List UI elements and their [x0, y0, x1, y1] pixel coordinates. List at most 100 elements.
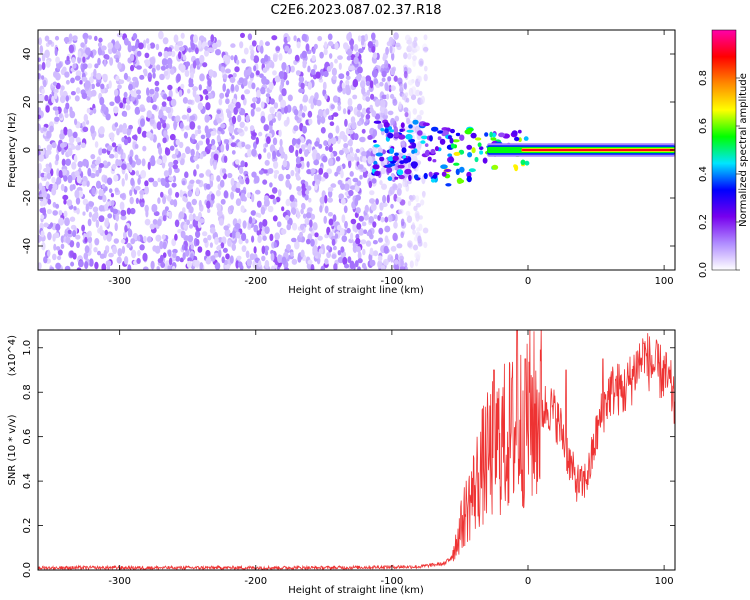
spectrogram-noise-blob: [121, 245, 126, 254]
spectrogram-signal-blob: [455, 168, 460, 175]
spectrogram-noise-blob: [251, 82, 256, 90]
spectrogram-noise-blob: [364, 204, 369, 213]
spectrogram-x-tick-label: 100: [655, 276, 674, 287]
spectrogram-noise-blob: [252, 102, 256, 110]
spectrogram-noise-blob: [295, 156, 301, 165]
spectrogram-noise-blob: [72, 252, 77, 260]
spectrogram-noise-blob: [297, 190, 304, 196]
spectrogram-noise-blob: [167, 188, 172, 196]
spectrogram-signal-blob: [430, 178, 436, 183]
spectrogram-noise-blob: [344, 118, 348, 127]
spectrogram-noise-blob: [253, 175, 260, 184]
spectrogram-noise-blob: [162, 241, 167, 250]
spectrogram-noise-blob: [173, 159, 179, 165]
spectrogram-noise-blob: [141, 130, 148, 138]
spectrogram-noise-blob: [365, 240, 372, 247]
snr-x-tick-label: 0: [525, 576, 531, 587]
spectrogram-noise-blob: [413, 36, 418, 42]
spectrogram-noise-blob: [401, 140, 406, 149]
spectrogram-noise-blob: [94, 160, 101, 166]
spectrogram-noise-blob: [249, 253, 255, 261]
spectrogram-signal-blob: [449, 156, 454, 163]
spectrogram-noise-blob: [298, 109, 303, 118]
spectrogram-noise-blob: [240, 141, 246, 148]
spectrogram-noise-blob: [152, 72, 156, 79]
spectrogram-noise-blob: [137, 249, 141, 257]
spectrogram-noise-blob: [374, 98, 381, 107]
spectrogram-noise-blob: [239, 121, 245, 128]
spectrogram-noise-blob: [284, 105, 288, 114]
spectrogram-noise-blob: [173, 199, 178, 208]
spectrogram-noise-blob: [326, 168, 333, 175]
spectrogram-noise-blob: [169, 133, 176, 141]
spectrogram-noise-blob: [245, 114, 250, 123]
spectrogram-noise-blob: [299, 103, 304, 112]
spectrogram-noise-blob: [285, 80, 290, 86]
spectrogram-noise-blob: [418, 223, 423, 231]
spectrogram-noise-blob: [301, 202, 306, 210]
spectrogram-noise-blob: [51, 176, 56, 184]
spectrogram-noise-blob: [160, 178, 167, 187]
spectrogram-signal-blob: [399, 160, 405, 165]
spectrogram-noise-blob: [269, 182, 273, 188]
spectrogram-noise-blob: [302, 125, 307, 134]
spectrogram-noise-blob: [178, 141, 184, 149]
spectrogram-noise-blob: [318, 143, 323, 149]
spectrogram-noise-blob: [183, 131, 188, 139]
spectrogram-noise-blob: [256, 89, 261, 98]
spectrogram-signal-blob: [389, 129, 395, 133]
spectrogram-noise-blob: [182, 252, 186, 260]
spectrogram-noise-blob: [108, 153, 115, 159]
spectrogram-noise-blob: [274, 75, 281, 83]
spectrogram-noise-blob: [313, 43, 318, 50]
spectrogram-noise-blob: [301, 33, 307, 42]
spectrogram-noise-blob: [199, 73, 205, 82]
spectrogram-noise-blob: [375, 83, 381, 88]
spectrogram-noise-blob: [285, 174, 291, 180]
spectrogram-noise-blob: [87, 63, 93, 69]
spectrogram-noise-blob: [184, 125, 191, 131]
spectrogram-noise-blob: [293, 35, 297, 42]
spectrogram-noise-blob: [64, 217, 70, 226]
spectrogram-signal-blob: [384, 128, 389, 134]
spectrogram-noise-blob: [105, 245, 110, 252]
spectrogram-noise-blob: [146, 87, 150, 96]
spectrogram-noise-blob: [195, 47, 199, 55]
spectrogram-noise-blob: [127, 43, 132, 53]
spectrogram-noise-blob: [99, 225, 103, 234]
spectrogram-noise-blob: [158, 109, 164, 119]
spectrogram-noise-blob: [223, 259, 228, 265]
spectrogram-noise-blob: [235, 260, 239, 269]
spectrogram-signal-blob: [424, 143, 429, 148]
spectrogram-signal-blob: [452, 139, 460, 143]
spectrogram-noise-blob: [419, 90, 423, 96]
spectrogram-noise-blob: [52, 81, 58, 86]
spectrogram-noise-blob: [221, 256, 225, 264]
spectrogram-noise-blob: [70, 145, 76, 150]
spectrogram-noise-blob: [359, 175, 363, 180]
spectrogram-noise-blob: [253, 141, 257, 150]
spectrogram-noise-blob: [85, 203, 90, 213]
spectrogram-noise-blob: [379, 81, 384, 87]
spectrogram-noise-blob: [181, 153, 186, 159]
spectrogram-noise-blob: [261, 75, 267, 85]
spectrogram-noise-blob: [402, 179, 408, 188]
spectrogram-noise-blob: [213, 161, 217, 170]
spectrogram-signal-blob: [498, 132, 506, 138]
spectrogram-noise-blob: [244, 126, 248, 132]
spectrogram-noise-blob: [278, 173, 284, 182]
spectrogram-noise-blob: [38, 182, 43, 191]
spectrogram-noise-blob: [67, 128, 73, 137]
spectrogram-noise-blob: [121, 178, 125, 187]
spectrogram-noise-blob: [290, 169, 295, 177]
spectrogram-noise-blob: [130, 64, 135, 72]
spectrogram-noise-blob: [412, 55, 417, 61]
spectrogram-noise-blob: [42, 197, 47, 207]
spectrogram-noise-blob: [286, 116, 290, 126]
spectrogram-noise-blob: [332, 112, 339, 117]
spectrogram-noise-blob: [243, 47, 249, 55]
spectrogram-noise-blob: [175, 138, 180, 146]
spectrogram-noise-blob: [320, 177, 326, 182]
spectrogram-noise-blob: [236, 233, 241, 239]
spectrogram-signal-blob: [489, 131, 493, 138]
